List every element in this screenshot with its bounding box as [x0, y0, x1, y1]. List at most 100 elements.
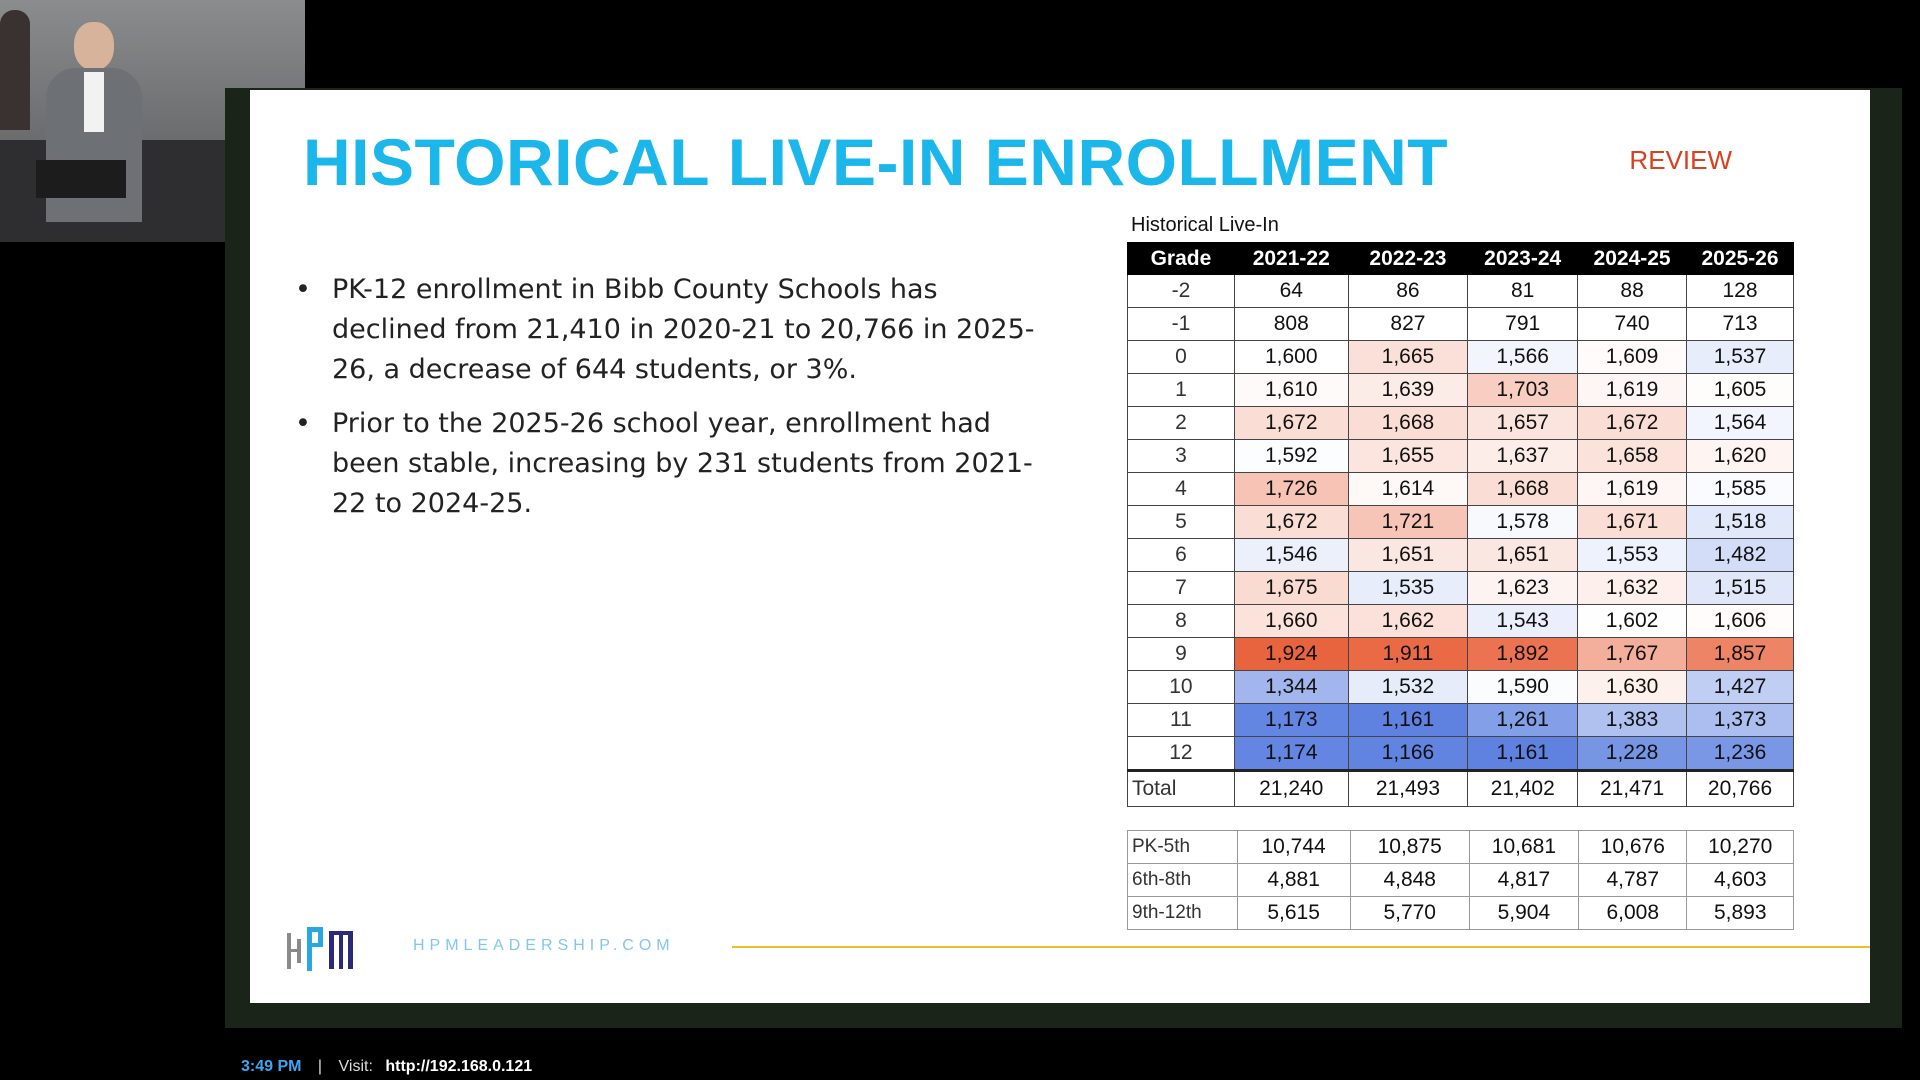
enrollment-cell: 1,161: [1467, 736, 1579, 771]
enrollment-cell: 1,535: [1347, 571, 1469, 605]
enrollment-cell: 1,623: [1467, 571, 1579, 605]
subtotal-label: 9th-12th: [1127, 896, 1238, 930]
subtotal-cell: 10,270: [1686, 830, 1794, 864]
subtotal-cell: 5,615: [1236, 896, 1351, 930]
subtotal-cell: 10,681: [1468, 830, 1580, 864]
enrollment-cell: 1,482: [1686, 538, 1794, 572]
enrollment-cell: 1,564: [1686, 406, 1794, 440]
enrollment-cell: 1,662: [1347, 604, 1469, 638]
grade-cell: 2: [1127, 406, 1235, 440]
grade-cell: 7: [1127, 571, 1235, 605]
enrollment-cell: 1,619: [1577, 472, 1688, 506]
table-row: 0 1,600 1,665 1,566 1,609 1,537: [1127, 340, 1794, 374]
grade-cell: 4: [1127, 472, 1235, 506]
enrollment-cell: 1,639: [1347, 373, 1469, 407]
total-cell: 21,493: [1347, 769, 1469, 807]
enrollment-cell: 1,592: [1233, 439, 1349, 473]
total-cell: 21,402: [1467, 769, 1579, 807]
subtotal-cell: 5,904: [1468, 896, 1580, 930]
enrollment-cell: 713: [1686, 307, 1794, 341]
table-row: 6 1,546 1,651 1,651 1,553 1,482: [1127, 538, 1794, 572]
table-row: 9 1,924 1,911 1,892 1,767 1,857: [1127, 637, 1794, 671]
enrollment-cell: 1,657: [1467, 406, 1579, 440]
enrollment-cell: 1,892: [1467, 637, 1579, 671]
enrollment-cell: 1,672: [1577, 406, 1688, 440]
enrollment-cell: 1,174: [1233, 736, 1349, 771]
subtotal-cell: 4,603: [1686, 863, 1794, 897]
bullet-list: • PK-12 enrollment in Bibb County School…: [295, 270, 1035, 538]
enrollment-cell: 1,857: [1686, 637, 1794, 671]
bullet-item: • PK-12 enrollment in Bibb County School…: [295, 270, 1035, 390]
enrollment-cell: 1,566: [1467, 340, 1579, 374]
grade-cell: 10: [1127, 670, 1235, 704]
subtotal-label: PK-5th: [1127, 830, 1238, 864]
enrollment-cell: 88: [1577, 274, 1688, 308]
subtotal-cell: 6,008: [1578, 896, 1688, 930]
grade-cell: 0: [1127, 340, 1235, 374]
grade-cell: 9: [1127, 637, 1235, 671]
enrollment-cell: 1,537: [1686, 340, 1794, 374]
subtotal-cell: 5,770: [1349, 896, 1470, 930]
enrollment-cell: 1,590: [1467, 670, 1579, 704]
subtotal-table: PK-5th 10,744 10,875 10,681 10,676 10,270 6th-…: [1127, 830, 1794, 930]
enrollment-cell: 1,655: [1347, 439, 1469, 473]
total-cell: 21,240: [1233, 769, 1349, 807]
bullet-text: PK-12 enrollment in Bibb County Schools …: [332, 274, 1035, 385]
subtotal-cell: 4,817: [1468, 863, 1580, 897]
enrollment-cell: 1,373: [1686, 703, 1794, 737]
enrollment-cell: 740: [1577, 307, 1688, 341]
enrollment-cell: 1,546: [1233, 538, 1349, 572]
enrollment-cell: 1,383: [1577, 703, 1688, 737]
enrollment-cell: 64: [1233, 274, 1349, 308]
status-link[interactable]: http://192.168.0.121: [385, 1058, 533, 1075]
enrollment-cell: 1,726: [1233, 472, 1349, 506]
footer-divider: [732, 946, 1870, 948]
column-header: 2021-22: [1233, 242, 1349, 275]
enrollment-cell: 1,668: [1467, 472, 1579, 506]
table-row: 8 1,660 1,662 1,543 1,602 1,606: [1127, 604, 1794, 638]
subtotal-row: PK-5th 10,744 10,875 10,681 10,676 10,270: [1127, 830, 1794, 864]
subtotal-cell: 10,676: [1578, 830, 1688, 864]
enrollment-cell: 827: [1347, 307, 1469, 341]
enrollment-cell: 1,651: [1467, 538, 1579, 572]
bullet-icon: •: [295, 274, 311, 305]
enrollment-cell: 1,619: [1577, 373, 1688, 407]
enrollment-cell: 1,427: [1686, 670, 1794, 704]
enrollment-cell: 808: [1233, 307, 1349, 341]
status-time: 3:49 PM: [241, 1058, 302, 1075]
bullet-icon: •: [295, 408, 311, 439]
column-header: Grade: [1127, 242, 1235, 275]
table-row: -2 64 86 81 88 128: [1127, 274, 1794, 308]
table-row: -1 808 827 791 740 713: [1127, 307, 1794, 341]
grade-cell: 5: [1127, 505, 1235, 539]
enrollment-cell: 1,703: [1467, 373, 1579, 407]
enrollment-cell: 86: [1347, 274, 1469, 308]
webcam-audience-member: [0, 10, 30, 130]
enrollment-cell: 81: [1467, 274, 1579, 308]
enrollment-cell: 1,668: [1347, 406, 1469, 440]
enrollment-cell: 1,161: [1347, 703, 1469, 737]
grade-cell: 12: [1127, 736, 1235, 771]
table-row: 5 1,672 1,721 1,578 1,671 1,518: [1127, 505, 1794, 539]
enrollment-cell: 1,602: [1577, 604, 1688, 638]
enrollment-cell: 1,515: [1686, 571, 1794, 605]
enrollment-cell: 1,606: [1686, 604, 1794, 638]
enrollment-cell: 1,600: [1233, 340, 1349, 374]
table-caption: Historical Live-In: [1131, 214, 1279, 236]
enrollment-cell: 1,658: [1577, 439, 1688, 473]
enrollment-cell: 1,173: [1233, 703, 1349, 737]
subtotal-cell: 10,875: [1349, 830, 1470, 864]
total-row: Total 21,240 21,493 21,402 21,471 20,766: [1127, 769, 1794, 807]
enrollment-cell: 1,261: [1467, 703, 1579, 737]
enrollment-cell: 1,665: [1347, 340, 1469, 374]
enrollment-cell: 1,672: [1233, 505, 1349, 539]
enrollment-cell: 1,543: [1467, 604, 1579, 638]
enrollment-cell: 1,671: [1577, 505, 1688, 539]
subtotal-cell: 10,744: [1236, 830, 1351, 864]
status-bar: 3:49 PM | Visit: http://192.168.0.121: [241, 1058, 532, 1076]
footer-url: HPMLEADERSHIP.COM: [413, 937, 675, 954]
enrollment-cell: 1,610: [1233, 373, 1349, 407]
enrollment-cell: 1,228: [1577, 736, 1688, 771]
bullet-item: • Prior to the 2025-26 school year, enro…: [295, 404, 1035, 524]
grade-cell: 8: [1127, 604, 1235, 638]
